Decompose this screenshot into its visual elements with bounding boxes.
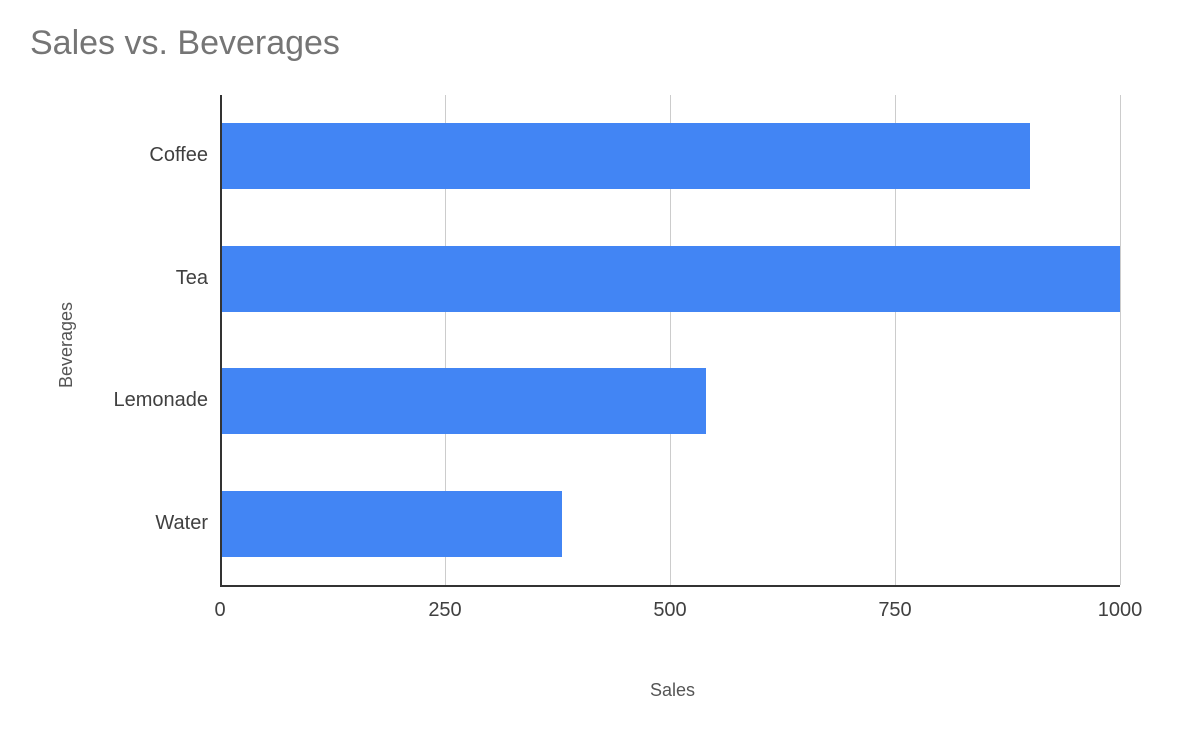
- x-tick-label: 250: [428, 599, 461, 622]
- x-axis-label: Sales: [650, 680, 695, 701]
- x-axis-line: [220, 585, 1120, 587]
- category-label: Coffee: [48, 144, 208, 167]
- x-tick-label: 1000: [1098, 599, 1143, 622]
- category-label: Water: [48, 512, 208, 535]
- bar: [220, 246, 1120, 312]
- plot-area: 02505007501000CoffeeTeaLemonadeWater: [220, 95, 1120, 585]
- category-label: Tea: [48, 267, 208, 290]
- x-tick-label: 750: [878, 599, 911, 622]
- bar: [220, 123, 1030, 189]
- category-label: Lemonade: [48, 389, 208, 412]
- y-axis-line: [220, 95, 222, 585]
- bar: [220, 491, 562, 557]
- chart-title: Sales vs. Beverages: [30, 24, 340, 63]
- grid-line: [1120, 95, 1121, 585]
- x-tick-label: 500: [653, 599, 686, 622]
- bar: [220, 368, 706, 434]
- x-tick-label: 0: [214, 599, 225, 622]
- y-axis-label: Beverages: [56, 302, 77, 388]
